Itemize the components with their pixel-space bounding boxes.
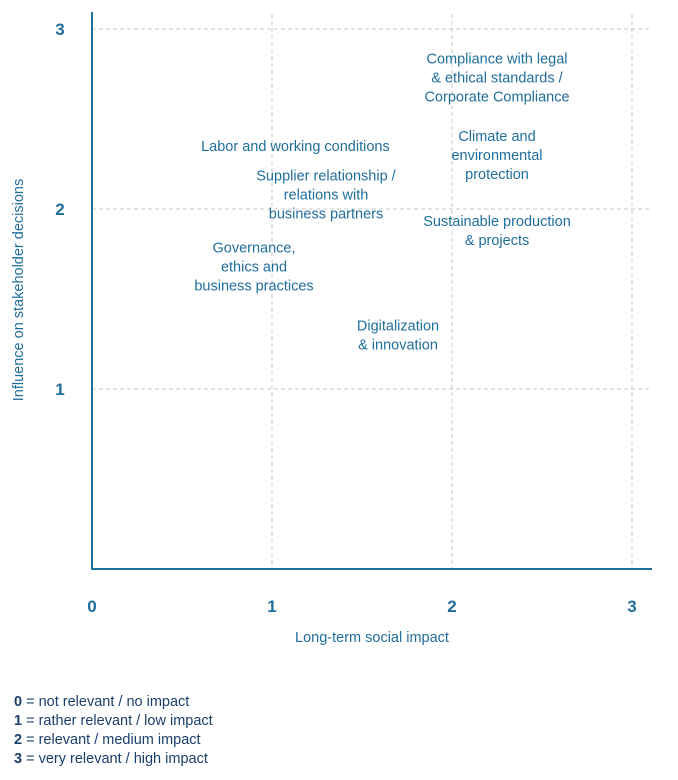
topic-label-line: environmental [451, 148, 542, 164]
legend-item-2: 2 = relevant / medium impact [14, 732, 201, 748]
topic-label-4: Supplier relationship / relations with bus… [256, 169, 396, 223]
topic-label-line: & ethical standards / [431, 71, 563, 87]
topic-label-1: Compliance with legal & ethical standards… [424, 52, 569, 106]
materiality-chart: 0 1 2 3 1 2 3 Long-term social impact Influence … [11, 12, 652, 646]
y-tick-label-3: 3 [55, 20, 64, 39]
topic-label-2: Climate and environmental protection [451, 129, 542, 183]
topic-label-line: business practices [194, 279, 313, 295]
topic-label-line: Supplier relationship / [256, 169, 396, 185]
topic-label-line: & projects [465, 233, 529, 249]
y-axis-title: Influence on stakeholder decisions [11, 179, 27, 401]
x-tick-label-3: 3 [627, 597, 636, 616]
topic-label-line: business partners [269, 207, 383, 223]
topic-label-5: Sustainable production & projects [423, 214, 571, 249]
legend-item-0: 0 = not relevant / no impact [14, 694, 190, 710]
topic-label-line: Digitalization [357, 319, 439, 335]
topic-label-7: Digitalization & innovation [357, 319, 439, 354]
topic-label-line: Labor and working conditions [201, 139, 390, 155]
topic-label-line: relations with [284, 188, 369, 204]
topic-label-line: & innovation [358, 338, 438, 354]
topic-label-line: protection [465, 167, 529, 183]
topic-label-line: Sustainable production [423, 214, 571, 230]
topic-label-line: Corporate Compliance [424, 90, 569, 106]
y-tick-label-2: 2 [55, 200, 64, 219]
x-axis-title: Long-term social impact [295, 630, 449, 646]
legend-item-3: 3 = very relevant / high impact [14, 751, 208, 767]
topic-label-3: Labor and working conditions [201, 139, 390, 155]
topic-label-line: Climate and [458, 129, 535, 145]
x-tick-label-0: 0 [87, 597, 96, 616]
topic-label-line: ethics and [221, 260, 287, 276]
topic-label-6: Governance, ethics and business practices [194, 241, 313, 295]
y-tick-label-1: 1 [55, 380, 64, 399]
x-tick-label-1: 1 [267, 597, 276, 616]
x-tick-label-2: 2 [447, 597, 456, 616]
topic-label-line: Compliance with legal [426, 52, 567, 68]
topic-label-line: Governance, [212, 241, 295, 257]
legend-item-1: 1 = rather relevant / low impact [14, 713, 213, 729]
scale-legend: 0 = not relevant / no impact 1 = rather … [14, 693, 213, 769]
